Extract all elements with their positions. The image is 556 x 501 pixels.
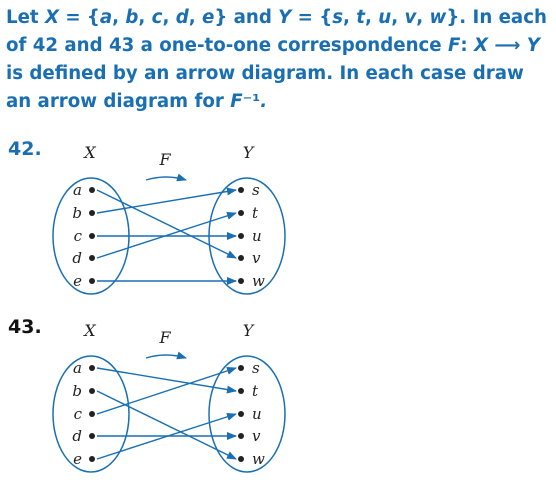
codomain-set-label: Y [243,321,255,340]
math-symbol: d [175,7,189,28]
prompt-text: } and [214,7,279,28]
prompt-text: ⁻¹ [242,91,261,112]
domain-element-label: d [72,427,82,445]
domain-set-label: X [82,143,96,162]
domain-element-dot [89,210,95,216]
mapping-arrow [96,367,237,415]
domain-element-dot [89,388,95,394]
domain-element-dot [89,187,95,193]
codomain-element-label: w [252,450,265,468]
math-symbol: v [404,7,417,28]
function-label: F [158,150,171,169]
domain-element-label: b [72,204,82,222]
codomain-element-label: u [252,227,262,245]
mapping-arrow [96,412,237,460]
math-symbol: Y [526,35,540,56]
codomain-element-dot [238,187,244,193]
codomain-element-label: t [252,382,259,400]
mapping-arrow [96,187,237,214]
codomain-element-label: w [252,272,265,290]
problem-number: 43. [8,316,42,338]
prompt-text: , [391,7,405,28]
domain-element-dot [89,233,95,239]
prompt-text: ⟶ [488,35,527,56]
prompt-text: , [364,7,379,28]
math-symbol: u [378,7,392,28]
codomain-element-dot [238,233,244,239]
codomain-set-label: Y [243,143,255,162]
prompt-text: : [460,35,475,56]
math-symbol: . [260,91,268,112]
domain-element-dot [89,411,95,417]
math-symbol: t [356,7,365,28]
domain-element-label: d [72,249,82,267]
codomain-element-dot [238,365,244,371]
prompt-text: , [343,7,357,28]
domain-element-label: c [74,227,83,245]
domain-element-dot [89,365,95,371]
prompt-text: , [112,7,126,28]
function-label: F [158,328,171,347]
codomain-element-dot [238,210,244,216]
domain-set-label: X [82,321,96,340]
codomain-element-label: t [252,204,259,222]
prompt-text: = { [58,7,100,28]
codomain-element-dot [238,456,244,462]
mapping-arrow [96,189,237,259]
domain-ellipse [52,355,130,473]
domain-element-dot [89,433,95,439]
math-symbol: s [332,7,344,28]
codomain-ellipse [208,355,286,473]
math-symbol: e [201,7,215,28]
prompt-text: , [188,7,202,28]
domain-element-label: c [74,405,83,423]
problem-number: 42. [8,138,42,160]
math-symbol: X [474,35,489,56]
codomain-element-label: s [252,181,260,199]
codomain-element-dot [238,411,244,417]
codomain-element-label: u [252,405,262,423]
codomain-element-dot [238,433,244,439]
domain-element-label: e [73,450,82,468]
math-symbol: F [230,91,243,112]
prompt-text: is defined by an arrow diagram. In each … [6,63,524,112]
domain-element-dot [89,278,95,284]
math-symbol: a [99,7,113,28]
math-symbol: b [125,7,139,28]
math-symbol: w [429,7,447,28]
prompt-text: , [162,7,176,28]
codomain-element-label: v [252,249,261,267]
domain-element-dot [89,456,95,462]
mapping-arrow [96,390,237,460]
mapping-arrow [96,211,237,259]
domain-element-label: a [73,181,82,199]
mapping-arrow [96,367,237,394]
codomain-element-dot [238,255,244,261]
prompt-text: , [416,7,430,28]
prompt-text: = { [291,7,333,28]
prompt-text: }. In each of 42 and 43 a one-to-one cor… [6,7,547,56]
function-arrow [145,173,187,182]
domain-element-dot [89,255,95,261]
math-symbol: X [44,7,59,28]
codomain-element-dot [238,388,244,394]
prompt-text: Let [6,7,45,28]
prompt-text: , [138,7,152,28]
math-symbol: F [447,35,461,56]
codomain-element-dot [238,278,244,284]
problem-prompt: Let X = {a, b, c, d, e} and Y = {s, t, u… [6,4,554,116]
math-symbol: c [151,7,163,28]
domain-element-label: b [72,382,82,400]
codomain-element-label: s [252,359,260,377]
domain-element-label: e [73,272,82,290]
domain-element-label: a [73,359,82,377]
function-arrow [145,351,187,360]
codomain-element-label: v [252,427,261,445]
math-symbol: Y [278,7,292,28]
